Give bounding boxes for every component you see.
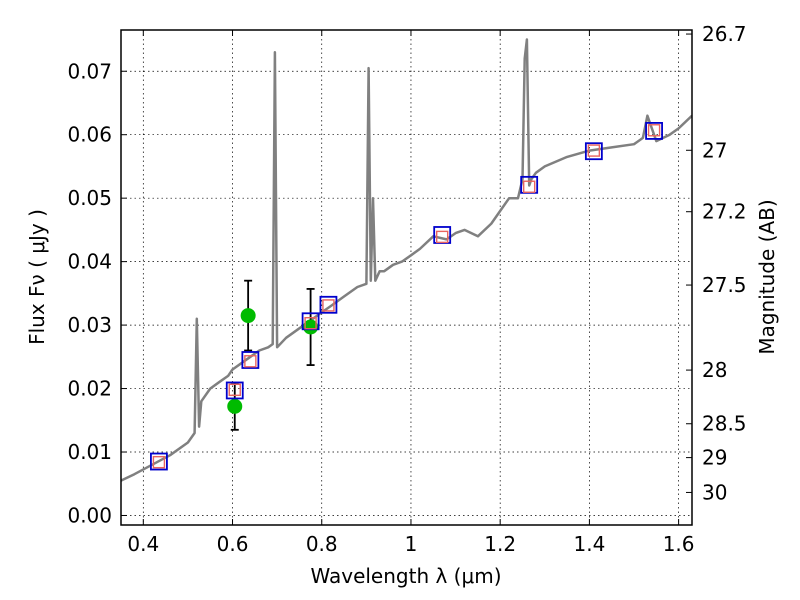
y-tick-label: 0.02 [67, 377, 112, 401]
synthetic-photometry-box [647, 124, 661, 137]
y-tick-label: 0.07 [67, 59, 112, 83]
model-photometry-box [225, 381, 244, 400]
model-photometry-box [319, 295, 338, 314]
x-tick-label: 1.6 [663, 532, 695, 556]
model-photometry-box [645, 122, 663, 140]
observed-point [227, 398, 243, 414]
y-tick-label: 0.00 [67, 503, 112, 527]
y2-tick-label: 30 [702, 480, 727, 504]
observed-point [240, 308, 256, 324]
observed-point [303, 319, 319, 335]
y2-tick-label: 26.7 [702, 22, 747, 46]
y2-tick-label: 27.5 [702, 273, 747, 297]
model-photometry-box [584, 142, 603, 161]
model-spectrum [121, 38, 692, 482]
x-tick-label: 0.4 [127, 532, 159, 556]
x-tick-label: 1 [405, 532, 418, 556]
x-tick-label: 1.2 [484, 532, 516, 556]
synthetic-photometry-box [522, 180, 536, 193]
data-marks [150, 122, 663, 471]
y-tick-label: 0.01 [67, 440, 112, 464]
synthetic-photometry-box [228, 383, 241, 397]
synthetic-photometry-box [244, 355, 257, 368]
model-photometry-box [241, 351, 260, 369]
y2-tick-label: 28.5 [702, 412, 747, 436]
x-axis-label: Wavelength λ (μm) [310, 564, 501, 588]
synthetic-photometry-box [152, 455, 166, 469]
model-photometry-box [150, 452, 168, 471]
x-tick-label: 1.4 [573, 532, 605, 556]
y-tick-label: 0.04 [67, 250, 112, 274]
y-tick-label: 0.05 [67, 186, 112, 210]
synthetic-photometry-box [322, 299, 335, 312]
synthetic-photometry-box [435, 230, 449, 244]
y2-tick-label: 28 [702, 358, 727, 382]
model-spectrum-line [121, 38, 692, 482]
synthetic-photometry-box [304, 316, 317, 330]
y-tick-label: 0.03 [67, 313, 112, 337]
axis-ticks: 0.4 0.6 0.8 1 1.2 1.4 1.6 0.00 0.01 0.02 0.03 0.04 0… [67, 22, 746, 556]
synthetic-photometry-box [587, 144, 601, 157]
y2-tick-label: 29 [702, 446, 727, 470]
y-tick-label: 0.06 [67, 123, 112, 147]
plot-frame [120, 29, 693, 526]
x-tick-label: 0.6 [217, 532, 249, 556]
y2-tick-label: 27.2 [702, 200, 747, 224]
x-tick-label: 0.8 [306, 532, 338, 556]
y2-tick-label: 27 [702, 138, 727, 162]
y-axis-label: Flux Fν ( μJy ) [25, 209, 49, 345]
y2-axis-label: Magnitude (AB) [755, 199, 779, 354]
grid-lines [121, 30, 692, 525]
